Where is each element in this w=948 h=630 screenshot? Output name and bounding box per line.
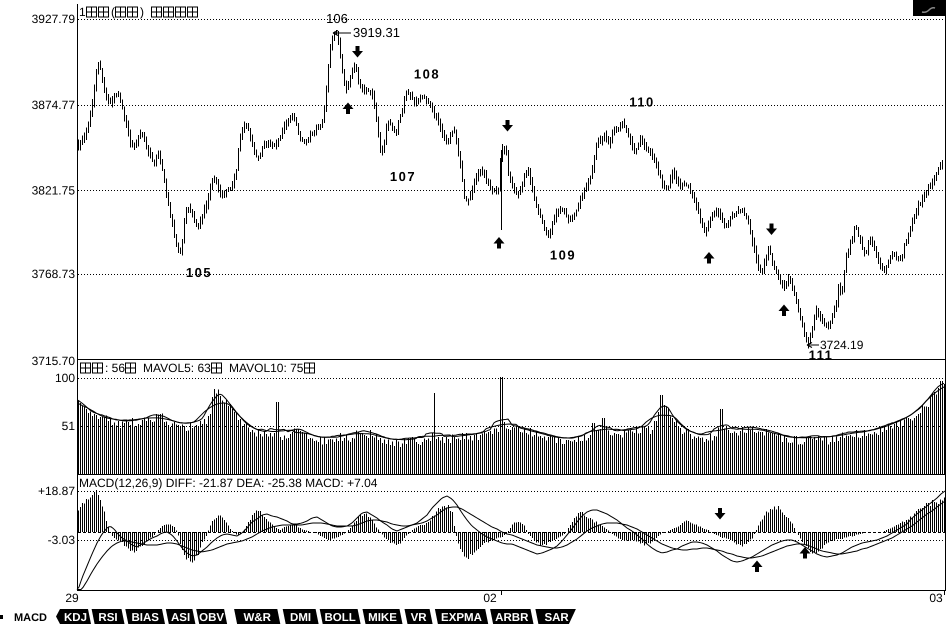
svg-text:RSI: RSI (98, 612, 117, 624)
svg-text:(: ( (111, 5, 115, 19)
svg-text:100: 100 (55, 371, 75, 385)
svg-text:106: 106 (326, 11, 348, 26)
svg-text:MACD(12,26,9) DIFF: -21.87 DEA: MACD(12,26,9) DIFF: -21.87 DEA: -25.38 M… (79, 476, 378, 490)
svg-text:EXPMA: EXPMA (441, 612, 482, 624)
svg-text:BOLL: BOLL (324, 612, 355, 624)
svg-text:DMI: DMI (290, 612, 311, 624)
svg-text:29: 29 (65, 591, 79, 605)
svg-text:3715.70: 3715.70 (32, 354, 76, 368)
svg-text:: 56: : 56 (105, 361, 125, 375)
svg-text:MACD: MACD (14, 612, 47, 624)
svg-text:110: 110 (629, 95, 654, 110)
svg-text:KDJ: KDJ (64, 612, 87, 624)
svg-text:03: 03 (929, 591, 943, 605)
svg-text:ARBR: ARBR (495, 612, 529, 624)
svg-text:105: 105 (186, 265, 212, 280)
svg-text:107: 107 (390, 169, 416, 184)
svg-text:MAVOL5: 63: MAVOL5: 63 (143, 361, 211, 375)
svg-text:02: 02 (483, 591, 497, 605)
svg-text:109: 109 (550, 248, 576, 263)
svg-text:108: 108 (414, 67, 440, 82)
svg-text:3874.77: 3874.77 (32, 98, 76, 112)
svg-text:3927.79: 3927.79 (32, 12, 76, 26)
svg-text:+18.87: +18.87 (38, 484, 75, 498)
svg-text:MAVOL10: 75: MAVOL10: 75 (229, 361, 304, 375)
svg-text:ASI: ASI (171, 612, 190, 624)
svg-text:3919.31: 3919.31 (353, 25, 400, 40)
svg-text:3768.73: 3768.73 (32, 267, 76, 281)
svg-text:BIAS: BIAS (131, 612, 159, 624)
svg-text:): ) (140, 5, 144, 19)
svg-text:3821.75: 3821.75 (32, 184, 76, 198)
svg-text:1: 1 (79, 5, 86, 19)
svg-text:OBV: OBV (199, 612, 224, 624)
svg-text:-3.03: -3.03 (48, 533, 76, 547)
svg-text:111: 111 (809, 348, 834, 363)
svg-text:3724.19: 3724.19 (820, 338, 864, 352)
svg-text:W&R: W&R (243, 612, 271, 624)
svg-text:SAR: SAR (544, 612, 569, 624)
svg-text:MIKE: MIKE (368, 612, 397, 624)
svg-text:VR: VR (411, 612, 428, 624)
svg-text:51: 51 (62, 419, 76, 433)
